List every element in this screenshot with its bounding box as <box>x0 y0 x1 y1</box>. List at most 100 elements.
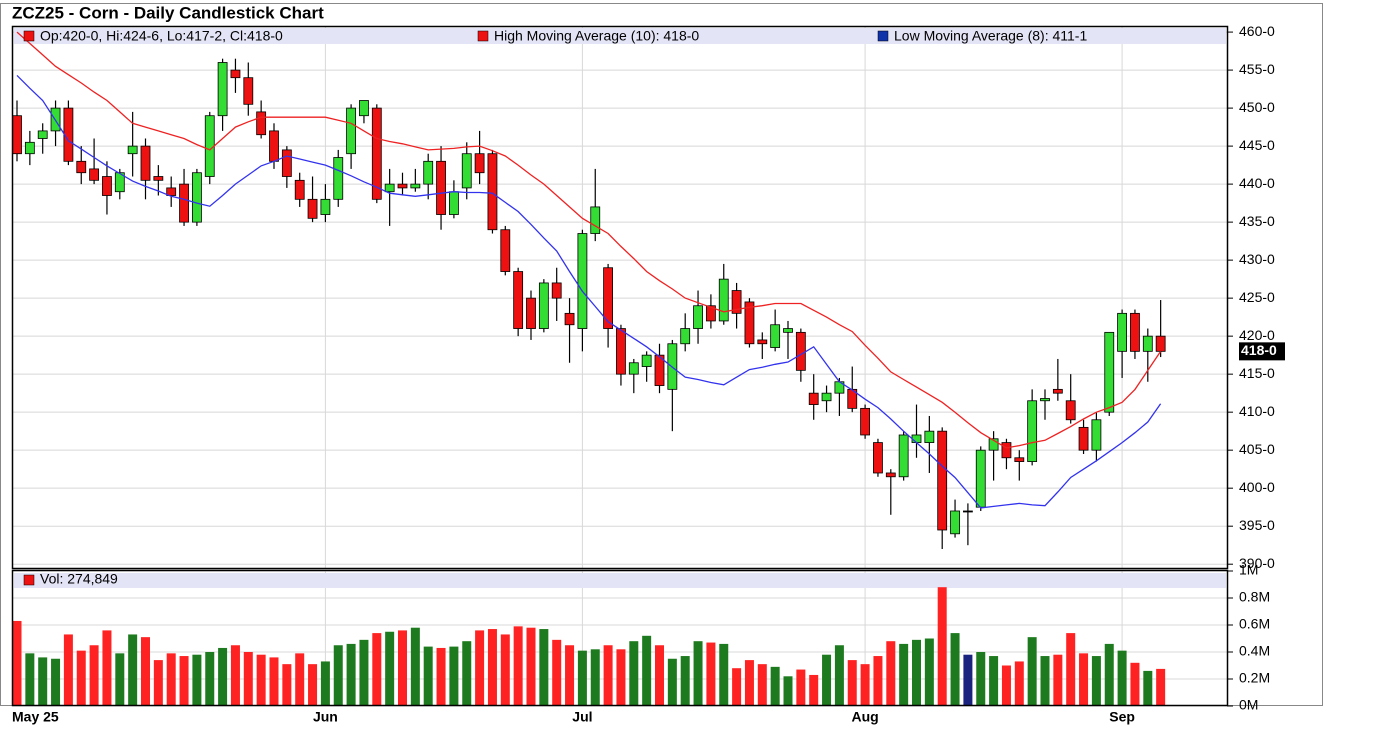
candle-body <box>346 107 357 155</box>
candle-body <box>526 297 536 329</box>
volume-bar <box>963 654 973 706</box>
y-tick-label: 455-0 <box>1239 61 1275 77</box>
x-tick-label: May 25 <box>12 709 59 725</box>
x-tick-label: Sep <box>1109 709 1135 725</box>
volume-bar <box>320 661 330 706</box>
volume-bar <box>282 664 292 706</box>
candle-body <box>885 472 896 478</box>
candle-body <box>307 198 318 219</box>
volume-bar <box>526 627 536 706</box>
volume-bar <box>423 646 433 706</box>
chart-title: ZCZ25 - Corn - Daily Candlestick Chart <box>12 3 324 22</box>
volume-bar <box>603 645 613 706</box>
candle-body <box>1078 426 1089 451</box>
volume-bar <box>128 634 138 706</box>
volume-bar <box>1079 653 1089 706</box>
volume-bar <box>410 627 420 706</box>
candle-body <box>487 153 498 231</box>
volume-bar <box>385 631 395 706</box>
legend-swatch <box>477 30 489 42</box>
candle-body <box>500 229 511 272</box>
volume-bar <box>102 630 112 706</box>
candle-body <box>1065 400 1076 421</box>
volume-bar <box>513 626 523 706</box>
candle-body <box>153 176 164 181</box>
volume-bar <box>693 641 703 706</box>
y-tick-label: 435-0 <box>1239 213 1275 229</box>
volume-bar <box>989 656 999 706</box>
volume-bar <box>166 653 176 706</box>
volume-bar <box>873 656 883 706</box>
y-tick-label: 410-0 <box>1239 403 1275 419</box>
volume-bar <box>680 656 690 706</box>
candle-body <box>744 301 755 345</box>
x-tick-label: Jul <box>572 709 592 725</box>
volume-bar <box>256 654 266 706</box>
candle-body <box>461 153 472 189</box>
volume-bar <box>655 645 664 706</box>
volume-bar <box>115 653 125 706</box>
legend-label: High Moving Average (10): 418-0 <box>494 28 699 44</box>
volume-bar <box>577 650 587 706</box>
volume-bar <box>976 652 986 706</box>
volume-bar <box>153 660 163 706</box>
candle-body <box>577 233 588 329</box>
candle-body <box>384 183 395 193</box>
volume-legend-band <box>14 573 1226 588</box>
y-tick-label: 415-0 <box>1239 365 1275 381</box>
volume-bar <box>822 654 832 706</box>
candle-body <box>1117 312 1127 352</box>
y-tick-label: 405-0 <box>1239 441 1275 457</box>
volume-bar <box>899 643 909 706</box>
volume-bar <box>436 647 446 706</box>
volume-bar <box>937 587 947 706</box>
marks <box>12 31 1166 706</box>
volume-bar <box>552 639 562 706</box>
volume-bar <box>25 653 35 706</box>
y-tick-label: 420-0 <box>1239 327 1275 343</box>
volume-bar <box>218 647 228 706</box>
candle-body <box>1142 335 1153 352</box>
candle-body <box>628 362 639 375</box>
y-tick-label: 425-0 <box>1239 289 1275 305</box>
candle-body <box>204 115 215 177</box>
x-tick-label: Aug <box>851 709 878 725</box>
candle-body <box>230 69 241 79</box>
candle-body <box>423 160 434 185</box>
volume-panel <box>11 569 1229 707</box>
candle-body <box>166 187 177 196</box>
volume-bar <box>860 664 870 706</box>
candle-body <box>988 438 999 451</box>
legend-ohlc: Op:420-0, Hi:424-6, Lo:417-2, Cl:418-0 <box>40 28 283 44</box>
candle-body <box>898 434 909 478</box>
volume-bar <box>590 649 600 706</box>
legend-band <box>14 28 1226 44</box>
volume-bar <box>308 664 318 706</box>
y-tick-label: 440-0 <box>1239 175 1275 191</box>
volume-legend: Vol: 274,849 <box>40 571 118 587</box>
volume-bar <box>243 652 253 706</box>
candle-body <box>76 160 87 174</box>
volume-bar <box>205 652 215 706</box>
volume-bar <box>51 658 61 706</box>
last-price-label: 418-0 <box>1241 342 1277 358</box>
candle-body <box>821 392 832 402</box>
y-tick-label: 460-0 <box>1239 23 1275 39</box>
candle-body <box>937 430 948 531</box>
candle-body <box>127 145 138 155</box>
volume-bar <box>667 658 677 706</box>
candle-body <box>1155 335 1166 352</box>
candle-body <box>551 282 562 299</box>
candle-body <box>24 141 35 155</box>
candle-body <box>513 271 524 329</box>
volume-bar <box>475 630 485 706</box>
y-tick-label: 0.2M <box>1239 670 1270 686</box>
y-tick-label: 0M <box>1239 697 1258 713</box>
volume-bar <box>950 633 960 706</box>
volume-bar <box>500 634 510 706</box>
volume-bar <box>462 641 472 706</box>
y-tick-label: 445-0 <box>1239 137 1275 153</box>
candle-body <box>1014 457 1025 462</box>
candle-body <box>975 449 986 508</box>
